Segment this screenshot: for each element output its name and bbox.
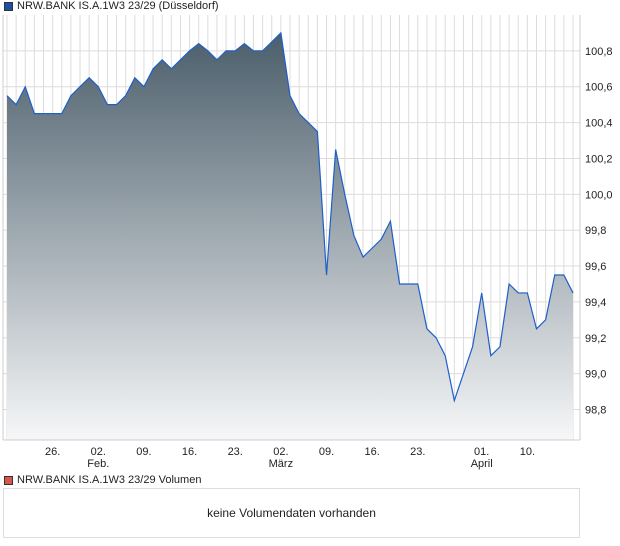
price-legend: NRW.BANK IS.A.1W3 23/29 (Düsseldorf) — [4, 0, 219, 12]
x-tick-label: 02. — [91, 446, 106, 458]
y-tick-label: 98,8 — [585, 405, 606, 417]
x-tick-label: 16. — [365, 446, 380, 458]
price-line — [6, 31, 574, 403]
x-tick-label: 10. — [520, 446, 535, 458]
x-month-label: März — [269, 458, 293, 470]
x-tick-label: 16. — [182, 446, 197, 458]
x-month-label: April — [471, 458, 493, 470]
volume-panel: keine Volumendaten vorhanden — [3, 488, 580, 538]
y-tick-label: 100,6 — [585, 82, 613, 94]
x-tick-label: 09. — [136, 446, 151, 458]
y-tick-label: 99,6 — [585, 261, 606, 273]
x-tick-label: 02. — [273, 446, 288, 458]
x-tick-label: 23. — [410, 446, 425, 458]
y-tick-label: 100,0 — [585, 189, 613, 201]
x-tick-label: 23. — [228, 446, 243, 458]
x-tick-label: 09. — [319, 446, 334, 458]
y-tick-label: 99,0 — [585, 369, 606, 381]
x-month-label: Feb. — [87, 458, 109, 470]
y-tick-label: 100,8 — [585, 46, 613, 58]
y-tick-label: 100,4 — [585, 118, 613, 130]
price-legend-swatch — [4, 1, 13, 11]
y-tick-label: 100,2 — [585, 153, 613, 165]
x-tick-label: 26. — [45, 446, 60, 458]
price-legend-label: NRW.BANK IS.A.1W3 23/29 (Düsseldorf) — [17, 0, 219, 12]
x-tick-label: 01. — [474, 446, 489, 458]
volume-legend-label: NRW.BANK IS.A.1W3 23/29 Volumen — [17, 474, 202, 486]
y-tick-label: 99,4 — [585, 297, 606, 309]
y-tick-label: 99,2 — [585, 333, 606, 345]
volume-legend-swatch — [4, 475, 13, 485]
y-tick-label: 99,8 — [585, 225, 606, 237]
volume-empty-message: keine Volumendaten vorhanden — [207, 506, 376, 520]
volume-legend: NRW.BANK IS.A.1W3 23/29 Volumen — [4, 474, 201, 486]
price-chart: 98,8 99,0 99,2 99,4 99,6 99,8 100,0 100,2 100,4 1… — [2, 15, 613, 470]
price-area — [7, 32, 573, 440]
